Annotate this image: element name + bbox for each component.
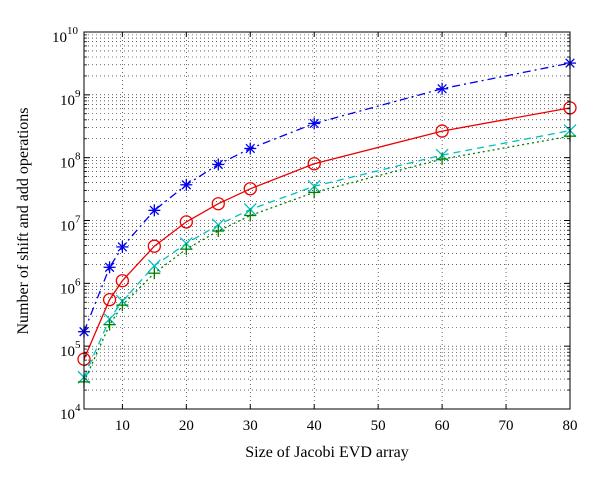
series-line-1	[83, 107, 571, 360]
data-point-3-2	[116, 299, 129, 312]
y-tick-label: 1010	[52, 25, 79, 46]
y-tick-label: 107	[60, 214, 81, 235]
x-axis-label: Size of Jacobi EVD array	[245, 444, 409, 461]
y-tick-label: 105	[60, 339, 81, 360]
x-tick-label: 70	[499, 418, 514, 434]
series-layer	[77, 57, 577, 388]
data-point-3-3	[148, 267, 161, 280]
data-point-0-2	[116, 240, 129, 253]
y-tick-label: 104	[60, 402, 81, 423]
x-tick-label: 80	[563, 418, 578, 434]
x-tick-label: 50	[371, 418, 386, 434]
data-point-3-4	[180, 243, 193, 256]
y-tick-label: 106	[60, 276, 81, 297]
data-point-0-8	[436, 82, 449, 95]
data-point-0-3	[148, 204, 161, 217]
data-point-3-5	[212, 225, 225, 238]
y-tick-label: 109	[60, 88, 81, 109]
series-line-0	[83, 62, 571, 332]
x-tick-label: 60	[435, 418, 450, 434]
data-point-0-5	[212, 158, 225, 171]
data-point-1-6	[243, 182, 257, 196]
grid	[84, 32, 571, 409]
data-point-0-7	[308, 117, 321, 130]
data-point-0-1	[103, 261, 116, 274]
data-point-0-6	[244, 142, 257, 155]
y-axis-label: Number of shift and add operations	[15, 107, 32, 334]
data-point-1-8	[435, 124, 449, 138]
data-point-2-6	[243, 202, 257, 216]
data-point-1-3	[147, 239, 161, 253]
data-point-3-6	[244, 209, 257, 222]
y-tick-label: 108	[60, 151, 81, 172]
data-point-1-7	[307, 157, 321, 171]
data-point-3-7	[308, 186, 321, 199]
x-tick-label: 40	[307, 418, 322, 434]
x-tick-label: 10	[115, 418, 130, 434]
data-point-2-7	[307, 179, 321, 193]
data-point-1-4	[179, 215, 193, 229]
ticks: 10 20 30 40 50 60 70 80 104 105 106 107 108 109 1010	[52, 25, 578, 434]
data-point-3-1	[103, 318, 116, 331]
series-line-2	[83, 129, 571, 378]
data-point-1-1	[102, 292, 117, 307]
data-point-1-5	[211, 197, 225, 211]
data-point-1-2	[115, 274, 130, 288]
x-tick-label: 20	[179, 418, 194, 434]
data-point-0-4	[180, 178, 193, 191]
data-point-3-8	[436, 153, 449, 166]
x-tick-label: 30	[243, 418, 258, 434]
data-point-2-5	[211, 218, 225, 232]
